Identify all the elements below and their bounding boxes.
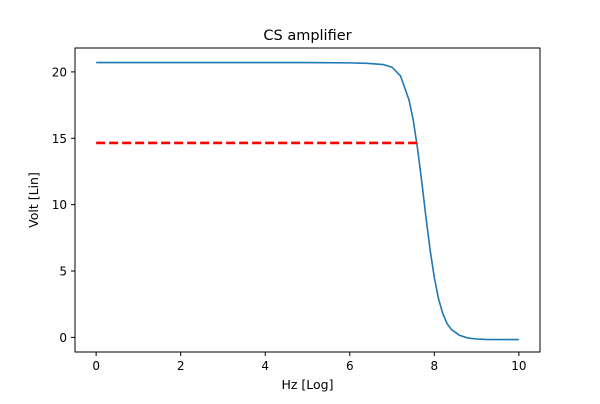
y-tick-label: 10 [52, 198, 67, 212]
x-tick-label: 6 [346, 359, 354, 373]
plot-frame [74, 47, 541, 353]
x-tick-label: 2 [177, 359, 185, 373]
y-tick-label: 15 [52, 132, 67, 146]
axis-layer: 0 2 4 6 8 10 0 5 10 15 20 [52, 65, 527, 373]
x-tick-label: 10 [511, 359, 526, 373]
x-tick-label: 8 [430, 359, 438, 373]
chart-title: CS amplifier [263, 28, 351, 44]
data-layer [96, 61, 519, 341]
y-tick-label: 20 [52, 65, 67, 79]
x-tick-label: 0 [92, 359, 100, 373]
y-tick-label: 0 [59, 331, 67, 345]
x-tick-label: 4 [261, 359, 269, 373]
x-axis-label: Hz [Log] [281, 377, 333, 392]
response-curve-line [96, 61, 519, 341]
y-axis-label: Volt [Lin] [26, 172, 41, 228]
y-tick-label: 5 [59, 265, 67, 279]
